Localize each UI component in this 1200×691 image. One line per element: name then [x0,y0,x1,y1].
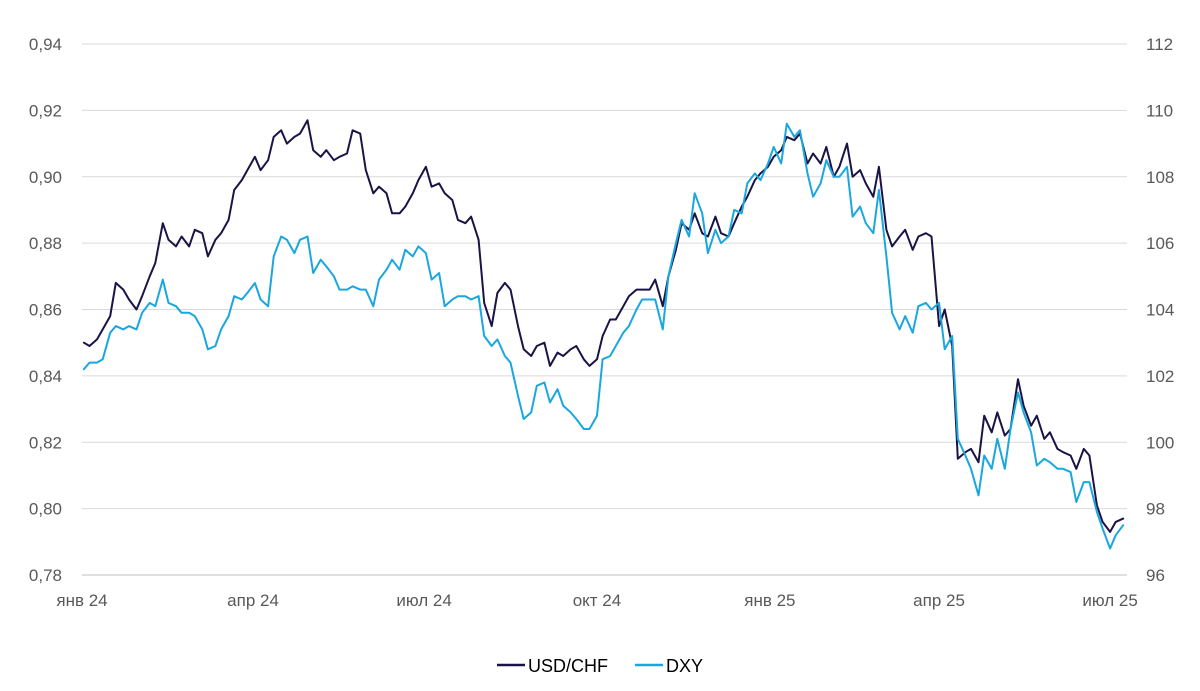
series-lines [82,119,1125,550]
x-tick-label: янв 25 [744,591,795,610]
legend-label: USD/CHF [528,656,608,676]
y-left-tick-label: 0,84 [29,367,62,386]
x-axis: янв 24 апр 24 июл 24 окт 24 янв 25 апр 25 июл … [56,591,1137,610]
legend: USD/CHF DXY [497,656,703,676]
y-right-tick-label: 112 [1146,35,1173,54]
y-right-tick-label: 108 [1146,168,1174,187]
y-left-tick-label: 0,80 [29,500,62,519]
y-axis-right: 96 98 100 102 104 106 108 110 112 [1146,35,1174,585]
series-line-dxy [82,122,1125,550]
y-right-tick-label: 110 [1146,101,1173,120]
y-left-tick-label: 0,90 [29,168,62,187]
series-line-usd-chf [82,119,1125,533]
x-tick-label: окт 24 [573,591,622,610]
y-left-tick-label: 0,78 [29,566,62,585]
legend-label: DXY [666,656,703,676]
y-left-tick-label: 0,86 [29,301,62,320]
y-right-tick-label: 106 [1146,234,1174,253]
x-tick-label: апр 24 [227,591,279,610]
y-right-tick-label: 100 [1146,433,1174,452]
x-tick-label: апр 25 [913,591,965,610]
x-tick-label: янв 24 [56,591,107,610]
y-right-tick-label: 104 [1146,301,1174,320]
x-tick-label: июл 24 [396,591,451,610]
y-left-tick-label: 0,88 [29,234,62,253]
y-left-tick-label: 0,82 [29,433,62,452]
y-axis-left: 0,78 0,80 0,82 0,84 0,86 0,88 0,90 0,92 0,94 [29,35,62,585]
y-right-tick-label: 102 [1146,367,1174,386]
y-right-tick-label: 96 [1146,566,1165,585]
grid-lines [82,43,1127,576]
y-left-tick-label: 0,94 [29,35,62,54]
y-left-tick-label: 0,92 [29,101,62,120]
x-tick-label: июл 25 [1082,591,1137,610]
y-right-tick-label: 98 [1146,500,1165,519]
